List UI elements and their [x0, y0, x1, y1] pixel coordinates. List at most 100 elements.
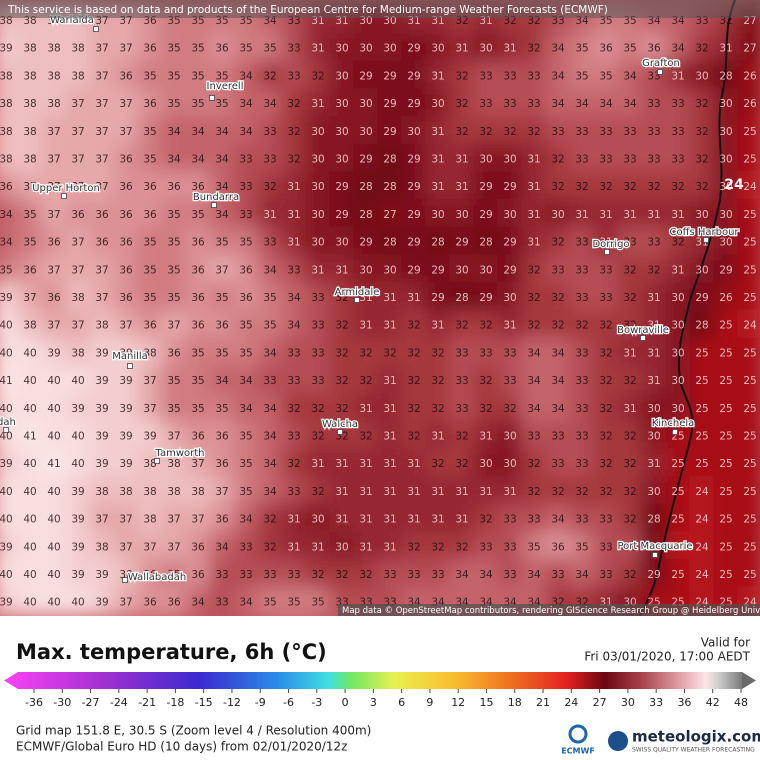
heat-cell	[713, 337, 739, 368]
cell-value: 32	[623, 320, 636, 332]
cell-value: 31	[359, 486, 372, 498]
cell-value: 32	[695, 154, 708, 166]
cell-value: 36	[119, 292, 133, 304]
cell-value: 40	[71, 431, 84, 443]
heat-cell	[89, 476, 115, 506]
cell-value: 29	[431, 292, 444, 304]
heat-cell	[329, 309, 355, 340]
cell-value: 36	[0, 181, 13, 193]
cell-value: 37	[71, 98, 84, 110]
heat-cell	[641, 88, 667, 118]
heat-cell	[617, 531, 643, 562]
heat-cell	[377, 171, 403, 202]
heat-cell	[569, 476, 595, 506]
heat-cell	[401, 226, 427, 257]
heat-cell	[281, 143, 307, 174]
cell-value: 31	[719, 43, 732, 55]
heat-cell	[569, 337, 595, 368]
cell-value: 37	[95, 514, 108, 526]
cell-value: 40	[47, 514, 60, 526]
heat-cell	[161, 171, 187, 202]
cell-value: 32	[527, 320, 540, 332]
cell-value: 31	[647, 375, 660, 387]
cell-value: 37	[23, 292, 36, 304]
cell-value: 30	[359, 264, 372, 276]
cell-value: 31	[431, 154, 444, 166]
cell-value: 31	[311, 43, 324, 55]
heat-cell	[161, 420, 187, 451]
cell-value: 33	[575, 292, 588, 304]
heat-cell	[209, 337, 235, 368]
heat-cell	[233, 88, 259, 118]
heat-cell	[65, 60, 91, 91]
heat-cell	[665, 143, 691, 174]
heat-cell	[0, 88, 19, 118]
cell-value: 33	[551, 569, 564, 581]
heat-cell	[233, 392, 259, 423]
cell-value: 40	[47, 569, 60, 581]
cell-value: 40	[0, 403, 13, 415]
cell-value: 38	[95, 320, 108, 332]
heat-cell	[545, 337, 571, 368]
heat-cell	[209, 365, 235, 395]
cell-value: 35	[239, 431, 252, 443]
heat-cell	[545, 143, 571, 174]
cell-value: 33	[575, 458, 588, 470]
heat-cell	[89, 337, 115, 368]
heat-cell	[449, 199, 475, 229]
cell-value: 33	[311, 320, 324, 332]
heat-cell	[569, 88, 595, 118]
cell-value: 35	[239, 237, 252, 249]
place-name: Kinchela	[652, 418, 695, 429]
heat-cell	[569, 309, 595, 340]
heat-cell	[569, 559, 595, 589]
heat-cell	[665, 365, 691, 395]
heat-cell	[545, 254, 571, 285]
heat-cell	[209, 448, 235, 479]
heat-cell	[521, 365, 547, 395]
heat-cell	[353, 476, 379, 506]
cell-value: 30	[335, 70, 348, 82]
heat-cell	[65, 309, 91, 340]
heat-cell	[689, 392, 715, 423]
heat-cell	[569, 448, 595, 479]
heat-cell	[713, 559, 739, 589]
heat-cell	[89, 60, 115, 91]
cell-value: 35	[143, 126, 156, 138]
cell-value: 39	[95, 569, 108, 581]
cell-value: 37	[191, 458, 204, 470]
cell-value: 36	[191, 292, 205, 304]
cell-value: 40	[47, 375, 60, 387]
heat-cell	[689, 282, 715, 312]
cell-value: 33	[527, 98, 540, 110]
cell-value: 29	[407, 70, 420, 82]
heat-cell	[521, 337, 547, 368]
heat-cell	[329, 60, 355, 91]
cell-value: 33	[287, 347, 300, 359]
heat-cell	[497, 254, 523, 285]
cell-value: 36	[143, 569, 157, 581]
heat-cell	[41, 199, 67, 229]
heat-cell	[473, 88, 499, 118]
heat-cell	[89, 420, 115, 451]
cell-value: 33	[599, 292, 612, 304]
cell-value: 35	[263, 597, 276, 609]
heat-cell	[353, 32, 379, 63]
heat-cell	[281, 226, 307, 257]
heat-cell	[689, 143, 715, 174]
cell-value: 25	[719, 375, 732, 387]
heat-cell	[617, 420, 643, 451]
cell-value: 34	[671, 43, 685, 55]
cell-value: 32	[695, 98, 708, 110]
place-name: Coffs Harbour	[669, 227, 739, 238]
cell-value: 34	[263, 264, 277, 276]
cell-value: 32	[551, 320, 564, 332]
cell-value: 29	[407, 154, 420, 166]
cell-value: 37	[47, 181, 60, 193]
heat-cell	[593, 60, 619, 91]
cell-value: 29	[359, 154, 372, 166]
heat-cell	[545, 365, 571, 395]
heat-cell	[377, 88, 403, 118]
cell-value: 31	[647, 292, 660, 304]
